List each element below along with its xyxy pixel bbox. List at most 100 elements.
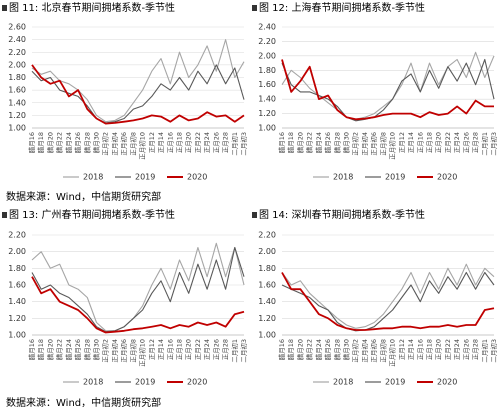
x-tick-label: 正月初6 [369,339,378,363]
y-tick-label: 1.60 [258,80,276,89]
legend-label: 2018 [333,378,353,387]
y-tick-label: 1.80 [8,73,26,82]
x-tick-label: 腊月22 [306,339,314,360]
x-tick-label: 腊月16 [28,339,36,360]
x-tick-label: 腊月20 [46,339,54,360]
x-tick-label: 腊月18 [37,132,45,153]
x-tick-label: 腊月20 [296,339,304,360]
x-tick-label: 二月初3 [489,339,498,363]
y-tick-label: 1.80 [258,264,276,273]
legend-label: 2019 [135,173,155,182]
x-tick-label: 正月18 [175,339,183,360]
x-tick-label: 正月初4 [360,132,369,156]
y-tick-label: 2.40 [8,35,26,44]
x-tick-label: 正月14 [157,132,165,153]
y-tick-label: 1.80 [258,66,276,75]
x-tick-label: 正月初8 [378,339,387,363]
x-tick-label: 正月12 [148,339,156,360]
x-tick-label: 正月18 [425,132,433,153]
x-tick-label: 正月18 [175,132,183,153]
y-tick-label: 2.20 [8,48,26,57]
x-tick-label: 正月22 [444,132,452,153]
x-tick-label: 正月12 [148,132,156,153]
x-tick-label: 正月12 [398,339,406,360]
title-bullet [252,5,257,11]
x-tick-label: 二月初1 [230,132,239,156]
x-tick-label: 腊月26 [74,339,82,360]
y-tick-label: 2.40 [258,23,276,32]
x-tick-label: 腊月22 [56,339,64,360]
x-tick-label: 腊月26 [324,339,332,360]
x-tick-label: 正月14 [407,339,415,360]
series-line [31,276,245,334]
legend-label: 2020 [437,378,457,387]
x-tick-label: 正月初4 [110,132,119,156]
x-tick-label: 正月28 [472,132,480,153]
figure-title: 图 11: 北京春节期间拥堵系数-季节性 [9,1,175,14]
x-tick-label: 正月22 [194,132,202,153]
x-tick-label: 腊月30 [93,132,101,153]
x-tick-label: 正月初2 [101,339,110,363]
legend-label: 2019 [385,173,405,182]
x-tick-label: 腊月24 [65,132,73,153]
x-tick-label: 正月14 [157,339,165,360]
y-tick-label: 2.20 [8,231,26,240]
x-tick-label: 正月26 [462,339,470,360]
x-tick-label: 正月16 [166,339,174,360]
y-tick-label: 2.20 [258,231,276,240]
x-tick-label: 腊月20 [46,132,54,153]
x-tick-label: 正月28 [222,339,230,360]
x-tick-label: 腊月26 [74,132,82,153]
x-tick-label: 正月初10 [138,339,147,367]
x-tick-label: 腊月22 [56,132,64,153]
x-tick-label: 正月初8 [128,339,137,363]
x-tick-label: 二月初3 [239,132,248,156]
source-note: 数据来源：Wind，中信期货研究部 [6,396,161,409]
x-tick-label: 腊月18 [37,339,45,360]
y-tick-label: 2.60 [8,23,26,32]
legend-label: 2019 [385,378,405,387]
x-tick-label: 正月16 [416,132,424,153]
x-tick-label: 腊月24 [315,339,323,360]
y-tick-label: 1.20 [8,111,26,120]
legend-label: 2020 [437,173,457,182]
x-tick-label: 腊月28 [83,132,91,153]
x-tick-label: 腊月30 [93,339,101,360]
y-tick-label: 1.40 [258,95,276,104]
x-tick-label: 正月初8 [378,132,387,156]
legend-label: 2018 [83,173,103,182]
y-tick-label: 1.00 [258,331,276,340]
series-line [281,59,494,121]
title-bullet [252,212,257,218]
x-tick-label: 腊月22 [306,132,314,153]
x-tick-label: 腊月30 [343,132,351,153]
x-tick-label: 正月初8 [128,132,137,156]
x-tick-label: 正月16 [166,132,174,153]
y-tick-label: 1.20 [8,314,26,323]
x-tick-label: 腊月26 [324,132,332,153]
series-line [31,246,245,333]
x-tick-label: 二月初1 [480,339,489,363]
series-line [31,64,245,125]
title-bullet [2,5,7,11]
y-tick-label: 2.00 [258,51,276,60]
figure-title: 图 14: 深圳春节期间拥堵系数-季节性 [259,208,425,221]
x-tick-label: 正月初4 [110,339,119,363]
x-tick-label: 正月初6 [119,132,128,156]
x-tick-label: 正月22 [194,339,202,360]
x-tick-label: 正月初10 [388,339,397,367]
figure-title: 图 13: 广州春节期间拥堵系数-季节性 [9,208,175,221]
x-tick-label: 腊月24 [315,132,323,153]
y-tick-label: 2.20 [258,37,276,46]
x-tick-label: 正月12 [398,132,406,153]
x-tick-label: 正月20 [185,339,193,360]
x-tick-label: 正月初2 [101,132,110,156]
legend-label: 2019 [135,378,155,387]
x-tick-label: 正月14 [407,132,415,153]
y-tick-label: 1.00 [8,124,26,133]
series-line [31,39,245,123]
x-tick-label: 正月初6 [369,132,378,156]
y-tick-label: 1.40 [258,297,276,306]
x-tick-label: 正月26 [212,132,220,153]
